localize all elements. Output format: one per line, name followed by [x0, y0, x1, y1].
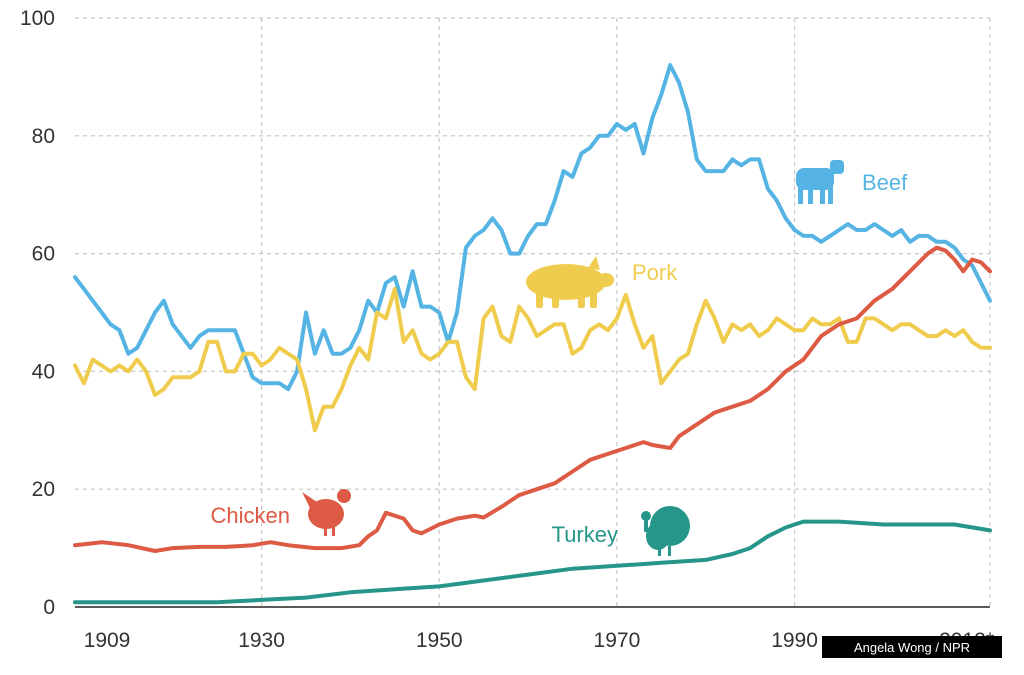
series-line-beef [73, 63, 992, 392]
credit-text: Angela Wong / NPR [854, 640, 970, 655]
x-tick-label-1970: 1970 [594, 629, 641, 652]
series-label-beef: Beef [862, 170, 908, 195]
y-tick-label-0: 0 [43, 596, 55, 619]
x-tick-label-1909: 1909 [84, 629, 131, 652]
y-tick-label-100: 100 [20, 7, 55, 30]
cow-icon [796, 160, 844, 204]
series-line-turkey [73, 519, 992, 605]
y-tick-label-40: 40 [32, 360, 55, 383]
series-label-turkey: Turkey [552, 522, 618, 547]
series-line-chicken [73, 245, 992, 553]
y-tick-label-80: 80 [32, 125, 55, 148]
x-tick-label-1950: 1950 [416, 629, 463, 652]
turkey-icon [641, 506, 690, 556]
credit: Angela Wong / NPR [822, 636, 1002, 658]
tick-labels: 020406080100190919301950197019902012* [20, 7, 994, 652]
y-tick-label-60: 60 [32, 243, 55, 266]
x-tick-label-1930: 1930 [238, 629, 285, 652]
series-lines [73, 63, 992, 605]
series-icons [302, 160, 844, 556]
series-labels: Beef Pork Chicken Turkey [211, 170, 909, 547]
series-label-chicken: Chicken [211, 503, 290, 528]
chicken-icon [302, 489, 351, 536]
series-label-pork: Pork [632, 260, 678, 285]
x-tick-label-1990: 1990 [771, 629, 818, 652]
series-line-pork [73, 286, 992, 433]
credit-background [822, 636, 1002, 658]
y-tick-label-20: 20 [32, 478, 55, 501]
pig-icon [526, 256, 614, 308]
